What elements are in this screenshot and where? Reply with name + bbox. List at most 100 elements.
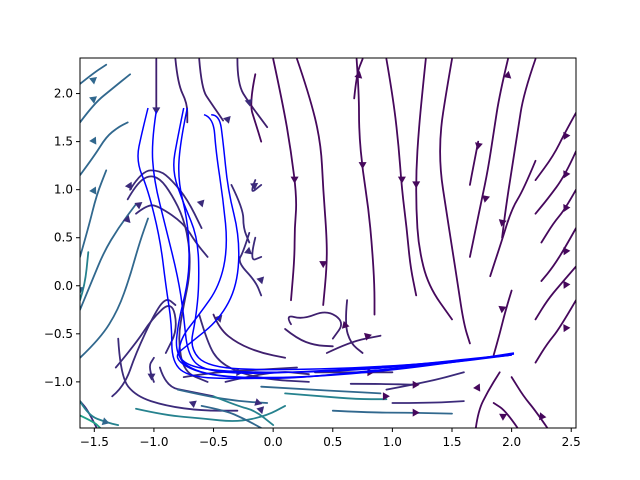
stream-arrow-31 xyxy=(122,215,131,223)
stream-arrow-43 xyxy=(382,392,390,401)
streamline-17 xyxy=(534,150,576,215)
stream-arrow-5 xyxy=(358,162,367,170)
stream-arrow-36 xyxy=(89,96,97,104)
streamline-32 xyxy=(238,232,263,297)
streamline-18 xyxy=(540,188,576,244)
stream-arrow-20 xyxy=(539,412,547,421)
streamline-31 xyxy=(230,184,251,244)
streamline-40 xyxy=(129,169,203,229)
y-tick-label: 0.5 xyxy=(54,231,73,245)
streamline-30 xyxy=(345,299,364,354)
x-tick-label: −0.5 xyxy=(199,435,228,449)
stream-arrow-9 xyxy=(475,142,483,150)
streamline-3 xyxy=(236,58,269,129)
stream-arrow-45 xyxy=(412,380,420,389)
streamline-25 xyxy=(492,402,519,428)
streamline-56 xyxy=(200,405,263,428)
stream-arrow-37 xyxy=(89,77,97,85)
streamline-51 xyxy=(80,400,120,426)
stream-arrow-42 xyxy=(256,406,265,415)
stream-arrow-40 xyxy=(188,400,197,408)
streamline-28 xyxy=(287,311,343,340)
streamline-52 xyxy=(117,337,239,412)
streamline-15 xyxy=(489,159,537,278)
streamline-20 xyxy=(534,265,576,321)
stream-arrow-1 xyxy=(223,116,231,124)
streamline-16 xyxy=(534,111,576,181)
streamline-54 xyxy=(176,388,269,404)
stream-arrow-32 xyxy=(124,181,133,190)
streamline-59 xyxy=(331,409,453,415)
y-tick-label: 0.0 xyxy=(54,279,73,293)
streamline-9 xyxy=(415,58,453,321)
streamline-66 xyxy=(80,414,102,428)
plot-frame xyxy=(79,57,577,429)
stream-arrow-27 xyxy=(250,182,259,191)
y-axis: −1.0 −0.5 0.0 0.5 1.0 1.5 2.0 xyxy=(44,87,80,389)
streamline-45 xyxy=(111,299,177,398)
streamline-62 xyxy=(385,371,465,391)
x-tick-label: 2.0 xyxy=(502,435,521,449)
stream-arrow-29 xyxy=(214,314,223,323)
y-tick-label: −0.5 xyxy=(44,327,73,341)
x-tick-label: −1.5 xyxy=(80,435,109,449)
streamline-6 xyxy=(296,58,328,306)
streamline-42 xyxy=(80,217,149,359)
streamline-11 xyxy=(439,58,471,345)
stream-arrow-14 xyxy=(563,170,571,179)
streamline-2 xyxy=(198,58,224,122)
stream-arrow-26 xyxy=(244,246,252,255)
stream-arrow-33 xyxy=(147,373,156,381)
stream-arrow-28 xyxy=(196,199,205,208)
streamline-46 xyxy=(80,121,129,177)
stream-arrow-34 xyxy=(89,186,97,195)
x-tick-label: 2.5 xyxy=(562,435,581,449)
streamline-34 xyxy=(251,179,263,192)
streamline-57 xyxy=(260,385,382,395)
stream-arrow-17 xyxy=(563,280,571,289)
trajectories xyxy=(137,107,515,380)
streamline-14 xyxy=(501,58,537,239)
streamline-39 xyxy=(126,175,209,383)
streamline-5 xyxy=(272,58,298,302)
streamline-60 xyxy=(349,382,418,386)
trajectory-5 xyxy=(178,113,515,379)
streamline-63 xyxy=(391,400,465,404)
stream-arrow-21 xyxy=(473,383,481,392)
streamline-33 xyxy=(251,236,263,261)
stream-arrow-4 xyxy=(319,261,328,269)
streamline-48 xyxy=(80,63,108,85)
y-tick-label: 1.0 xyxy=(54,183,73,197)
stream-arrow-10 xyxy=(503,70,512,79)
stream-arrow-23 xyxy=(341,320,350,329)
streamline-24 xyxy=(474,371,501,428)
streamline-58 xyxy=(284,392,388,401)
stream-arrow-39 xyxy=(101,417,110,426)
streamline-8 xyxy=(385,58,418,297)
streamline-27 xyxy=(284,328,334,348)
stream-arrow-16 xyxy=(563,247,571,256)
streamline-4 xyxy=(250,73,263,143)
stream-arrow-35 xyxy=(89,136,97,145)
streamline-47 xyxy=(80,73,131,124)
stream-arrow-25 xyxy=(256,276,265,285)
stream-arrow-6 xyxy=(397,176,406,184)
stream-arrow-24 xyxy=(364,332,372,341)
streamline-49 xyxy=(80,169,108,258)
streamline-55 xyxy=(212,395,275,426)
streamline-50 xyxy=(80,251,90,302)
streamline-13 xyxy=(469,58,509,258)
stream-arrow-15 xyxy=(563,204,571,212)
x-tick-label: −1.0 xyxy=(139,435,168,449)
stream-arrow-19 xyxy=(498,305,507,314)
stream-arrow-3 xyxy=(290,176,299,184)
x-tick-label: 1.0 xyxy=(383,435,402,449)
stream-arrow-7 xyxy=(412,181,421,189)
stream-arrow-13 xyxy=(563,131,571,140)
y-tick-label: 2.0 xyxy=(54,87,73,101)
x-axis: −1.5 −1.0 −0.5 0.0 0.5 1.0 1.5 2.0 2.5 xyxy=(80,428,581,449)
x-tick-label: 1.5 xyxy=(442,435,461,449)
streamline-19 xyxy=(540,227,576,282)
